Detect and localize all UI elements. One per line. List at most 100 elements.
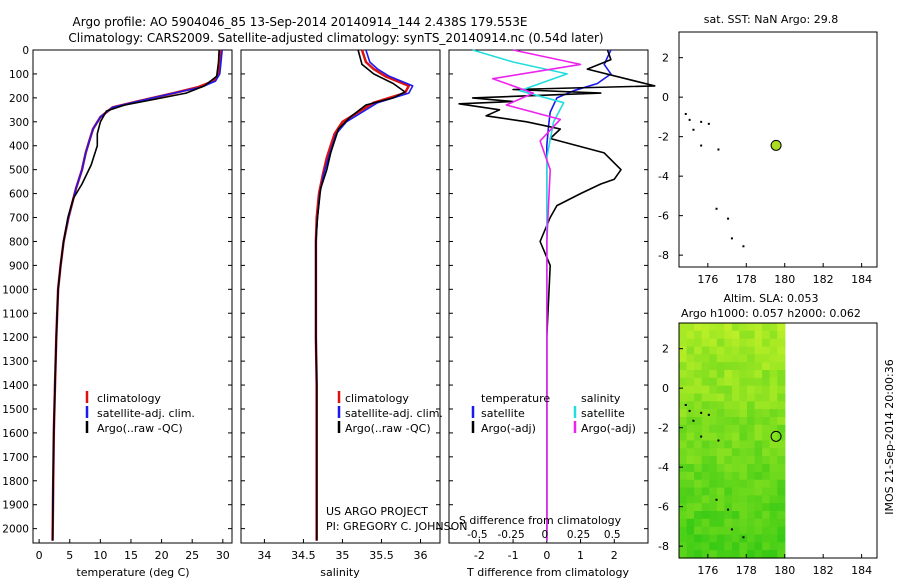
heatmap-cell xyxy=(777,354,786,363)
heatmap-cell xyxy=(701,495,710,504)
heatmap-cell xyxy=(694,409,703,418)
heatmap-cell xyxy=(686,448,695,457)
heatmap-cell xyxy=(754,323,763,332)
heatmap-cell xyxy=(724,440,733,449)
island-mark xyxy=(707,122,710,125)
heatmap-cell xyxy=(754,526,763,536)
top-x-tick-label: 0.5 xyxy=(604,529,621,541)
heatmap-cell xyxy=(731,432,741,442)
top-x-tick-label: 0.25 xyxy=(567,529,590,541)
heatmap-cell xyxy=(777,417,786,426)
heatmap-cell xyxy=(769,323,778,332)
heatmap-cell xyxy=(754,456,763,465)
heatmap-cell xyxy=(762,362,771,371)
y-tick-label: 1600 xyxy=(2,428,29,440)
heatmap-cell xyxy=(686,323,695,332)
island-mark xyxy=(730,237,733,240)
map-y-tick-label: -2 xyxy=(658,422,669,435)
heatmap-cell xyxy=(694,417,703,426)
heatmap-cell xyxy=(724,354,733,363)
heatmap-cell xyxy=(724,448,733,457)
heatmap-cell xyxy=(694,424,703,434)
heatmap-cell xyxy=(754,385,763,395)
heatmap-cell xyxy=(716,526,725,536)
heatmap-cell xyxy=(679,542,688,551)
heatmap-cell xyxy=(686,338,695,348)
island-mark xyxy=(727,217,730,220)
heatmap-cell xyxy=(709,503,718,512)
sla-map-frame xyxy=(678,322,878,559)
salinity-xlabel: salinity xyxy=(320,566,360,579)
heatmap-cell xyxy=(679,409,688,418)
heatmap-cell xyxy=(747,417,756,426)
map-x-tick-label: 178 xyxy=(736,564,757,577)
x-tick-label: 36 xyxy=(413,549,427,562)
map-x-tick-label: 184 xyxy=(851,564,872,577)
heatmap-cell xyxy=(724,550,733,559)
heatmap-cell xyxy=(769,464,778,473)
heatmap-cell xyxy=(686,417,695,426)
y-tick-label: 1500 xyxy=(2,404,29,416)
map-y-tick-label: -4 xyxy=(658,461,669,474)
heatmap-cell xyxy=(716,456,725,465)
heatmap-cell xyxy=(762,354,771,363)
heatmap-cell xyxy=(679,417,688,426)
top-x-tick-label: -0.5 xyxy=(467,529,488,541)
heatmap-cell xyxy=(709,385,718,395)
heatmap-cell xyxy=(769,385,778,395)
heatmap-cell xyxy=(694,471,703,481)
island-mark xyxy=(684,112,687,115)
heatmap-cell xyxy=(686,479,695,489)
heatmap-cell xyxy=(694,456,703,465)
heatmap-cell xyxy=(769,542,778,551)
heatmap-cell xyxy=(701,338,710,348)
heatmap-cell xyxy=(679,370,688,379)
heatmap-cell xyxy=(686,432,695,442)
heatmap-cell xyxy=(724,338,733,348)
heatmap-cell xyxy=(731,323,741,332)
heatmap-cell xyxy=(739,487,748,496)
sla-map-title-line1: Altim. SLA: 0.053 xyxy=(723,292,818,305)
y-tick-label: 2000 xyxy=(2,524,29,536)
heatmap-cell xyxy=(747,409,756,418)
sla-map-title-line2: Argo h1000: 0.057 h2000: 0.062 xyxy=(681,307,861,320)
x-tick-label: 1 xyxy=(577,549,584,562)
heatmap-cell xyxy=(679,385,688,395)
heatmap-cell xyxy=(701,511,710,520)
heatmap-cell xyxy=(686,526,695,536)
heatmap-cell xyxy=(762,409,771,418)
heatmap-cell xyxy=(679,487,688,496)
heatmap-cell xyxy=(747,526,756,536)
heatmap-cell xyxy=(694,338,703,348)
x-tick-label: 15 xyxy=(124,549,138,562)
island-mark xyxy=(700,120,703,123)
legend-t-argo-label: Argo(-adj) xyxy=(481,422,536,435)
heatmap-cell xyxy=(754,503,763,512)
side-timestamp: IMOS 21-Sep-2014 20:00:36 xyxy=(883,359,896,514)
y-tick-label: 100 xyxy=(9,69,29,81)
salinity-panel: 34 34.5 35 35.5 36 salinity climatology sate… xyxy=(240,49,467,579)
heatmap-cell xyxy=(754,495,763,504)
heatmap-cell xyxy=(777,503,786,512)
heatmap-cell xyxy=(724,385,733,395)
heatmap-cell xyxy=(709,393,718,402)
x-tick-label: 0 xyxy=(36,549,43,562)
heatmap-cell xyxy=(777,401,786,410)
heatmap-cell xyxy=(777,456,786,465)
heatmap-cell xyxy=(701,526,710,536)
temperature-legend: climatology satellite-adj. clim. Argo(..… xyxy=(85,391,195,435)
heatmap-cell xyxy=(747,495,756,504)
heatmap-cell xyxy=(679,393,688,402)
heatmap-cell xyxy=(724,542,733,551)
map-y-tick-label: 0 xyxy=(662,382,669,395)
heatmap-cell xyxy=(762,432,771,442)
heatmap-cell xyxy=(754,518,763,528)
project-annotation: US ARGO PROJECT xyxy=(326,505,428,518)
heatmap-cell xyxy=(769,424,778,434)
heatmap-cell xyxy=(747,487,756,496)
heatmap-cell xyxy=(731,495,741,504)
heatmap-cell xyxy=(679,338,688,348)
heatmap-cell xyxy=(709,323,718,332)
heatmap-cell xyxy=(701,550,710,559)
heatmap-cell xyxy=(686,362,695,371)
